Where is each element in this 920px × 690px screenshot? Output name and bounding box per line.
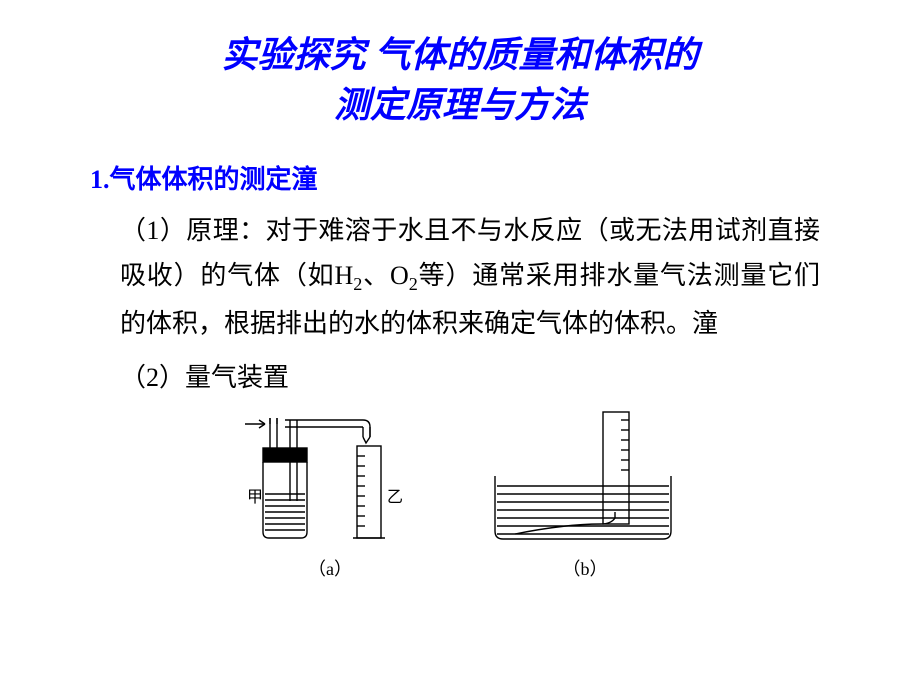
diagram-a-label-right: 乙	[387, 489, 403, 506]
diagram-b-caption: （b）	[485, 555, 685, 581]
diagram-b-svg	[485, 406, 685, 551]
diagram-a-svg: 甲 乙	[235, 406, 425, 551]
diagram-row: 甲 乙 （a）	[0, 406, 920, 581]
diagram-a: 甲 乙 （a）	[235, 406, 425, 581]
section-heading-1: 1.气体体积的测定潼	[0, 159, 920, 196]
diagram-a-label-left: 甲	[247, 489, 263, 506]
title-block: 实验探究 气体的质量和体积的 测定原理与方法	[0, 0, 920, 151]
title-line-2: 测定原理与方法	[0, 80, 920, 130]
section-1-sub: （2）量气装置	[0, 357, 920, 394]
section-1-paragraph: （1）原理：对于难溶于水且不与水反应（或无法用试剂直接吸收）的气体（如H2、O2…	[0, 208, 920, 347]
diagram-b: （b）	[485, 406, 685, 581]
diagram-a-caption: （a）	[235, 555, 425, 581]
title-line-1: 实验探究 气体的质量和体积的	[0, 30, 920, 80]
